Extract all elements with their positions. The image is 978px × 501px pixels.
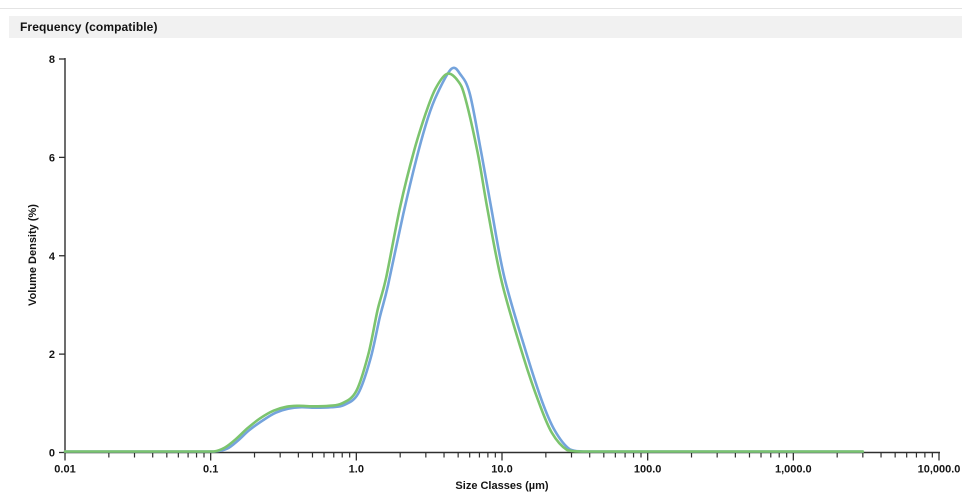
y-tick-label: 2 <box>49 349 55 361</box>
y-tick-label: 8 <box>49 54 55 66</box>
series-green-curve <box>63 72 865 453</box>
x-tick-label: 100.0 <box>634 464 662 476</box>
x-tick-label: 0.1 <box>203 464 218 476</box>
series-blue-curve <box>63 66 865 453</box>
top-divider <box>0 8 962 9</box>
panel-header: Frequency (compatible) <box>9 16 962 38</box>
y-tick-label: 0 <box>49 448 55 460</box>
y-tick-label: 6 <box>49 152 55 164</box>
x-tick-label: 1.0 <box>349 464 364 476</box>
x-tick-label: 10.0 <box>491 464 512 476</box>
x-tick-label: 1,000.0 <box>775 464 812 476</box>
x-axis-title: Size Classes (µm) <box>455 480 549 492</box>
x-tick-label: 10,000.0 <box>918 464 961 476</box>
y-axis-title: Volume Density (%) <box>27 204 39 306</box>
x-tick-label: 0.01 <box>54 464 75 476</box>
panel-title: Frequency (compatible) <box>20 20 158 34</box>
y-tick-label: 4 <box>49 251 56 263</box>
